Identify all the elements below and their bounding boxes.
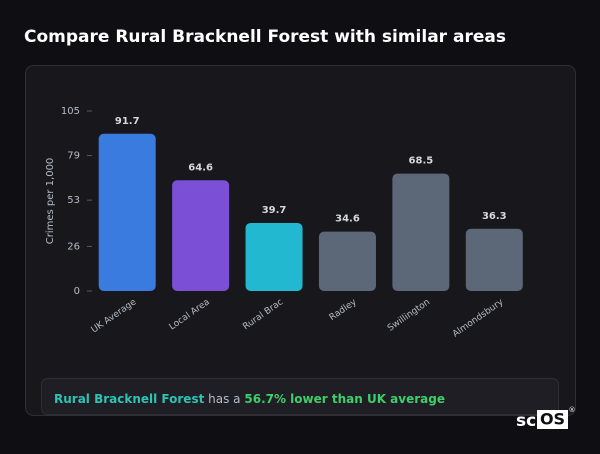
value-label: 39.7 (262, 205, 287, 216)
y-tick-label: 79 (67, 151, 80, 162)
summary-comparison: 56.7% lower than UK average (244, 392, 445, 406)
bar (465, 228, 523, 291)
value-label: 64.6 (188, 162, 213, 173)
value-label: 68.5 (409, 156, 434, 167)
logo-box (537, 410, 568, 429)
logo-part2: OS (540, 410, 565, 429)
summary-connector: has a (208, 392, 240, 406)
summary-box (41, 378, 559, 415)
summary-area: Rural Bracknell Forest (54, 392, 205, 406)
value-label: 34.6 (335, 214, 360, 225)
bar (392, 173, 450, 291)
bar (98, 133, 156, 291)
value-label: 91.7 (115, 116, 140, 127)
bar (318, 231, 376, 291)
page-title: Compare Rural Bracknell Forest with simi… (24, 27, 506, 47)
y-axis-label: Crimes per 1,000 (45, 158, 56, 245)
logo-mark: ® (569, 406, 576, 414)
y-tick-label: 53 (67, 195, 80, 206)
bar (245, 222, 303, 291)
bar (172, 180, 230, 291)
logo: sc OS ® (516, 406, 576, 431)
value-label: 36.3 (482, 211, 507, 222)
y-tick-label: 105 (61, 106, 80, 117)
y-tick-label: 26 (67, 241, 80, 252)
y-tick-label: 0 (74, 286, 80, 297)
logo-part1: sc (516, 411, 536, 431)
summary-text: Rural Bracknell Forest has a 56.7% lower… (54, 392, 445, 406)
